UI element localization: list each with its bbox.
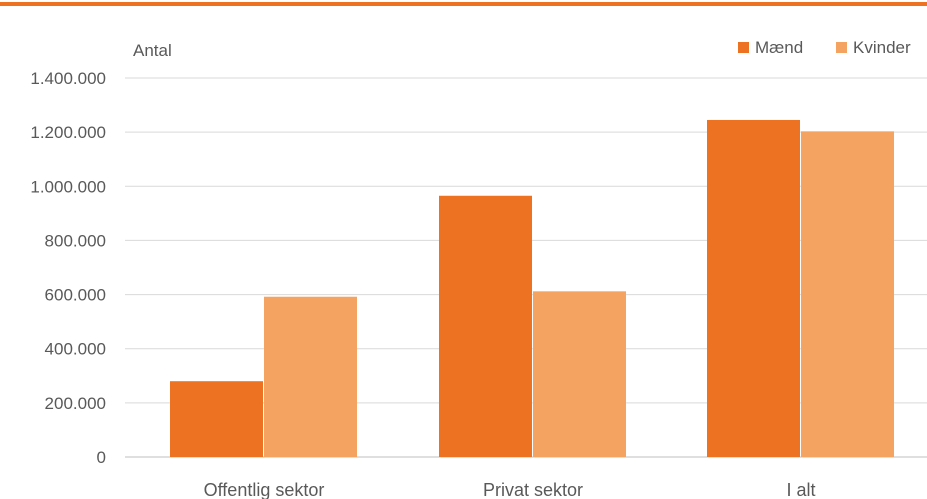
y-tick-label: 600.000 [45, 286, 106, 305]
y-tick-label: 800.000 [45, 231, 106, 250]
y-tick-label: 1.400.000 [30, 69, 106, 88]
x-category-label: Privat sektor [483, 480, 583, 499]
bar-kvinder-2 [801, 131, 894, 457]
bar-maend-1 [439, 195, 532, 457]
y-tick-label: 0 [97, 448, 106, 467]
bar-kvinder-1 [533, 291, 626, 457]
legend: Mænd Kvinder [738, 38, 911, 57]
legend-label: Kvinder [853, 38, 911, 57]
legend-swatch [836, 42, 847, 53]
y-tick-label: 1.200.000 [30, 123, 106, 142]
x-axis-category-labels: Offentlig sektor Privat sektor I alt [204, 480, 816, 499]
legend-swatch [738, 42, 749, 53]
y-tick-label: 1.000.000 [30, 177, 106, 196]
y-axis-unit-label: Antal [133, 41, 172, 60]
x-category-label: I alt [786, 480, 815, 499]
y-tick-label: 400.000 [45, 340, 106, 359]
y-axis-tick-labels: 0 200.000 400.000 600.000 800.000 1.000.000 1.… [30, 69, 106, 467]
bar-maend-0 [170, 381, 263, 457]
bars [170, 119, 894, 457]
x-category-label: Offentlig sektor [204, 480, 325, 499]
bar-kvinder-0 [264, 296, 357, 457]
y-tick-label: 200.000 [45, 394, 106, 413]
legend-label: Mænd [755, 38, 803, 57]
bar-maend-2 [707, 119, 800, 457]
